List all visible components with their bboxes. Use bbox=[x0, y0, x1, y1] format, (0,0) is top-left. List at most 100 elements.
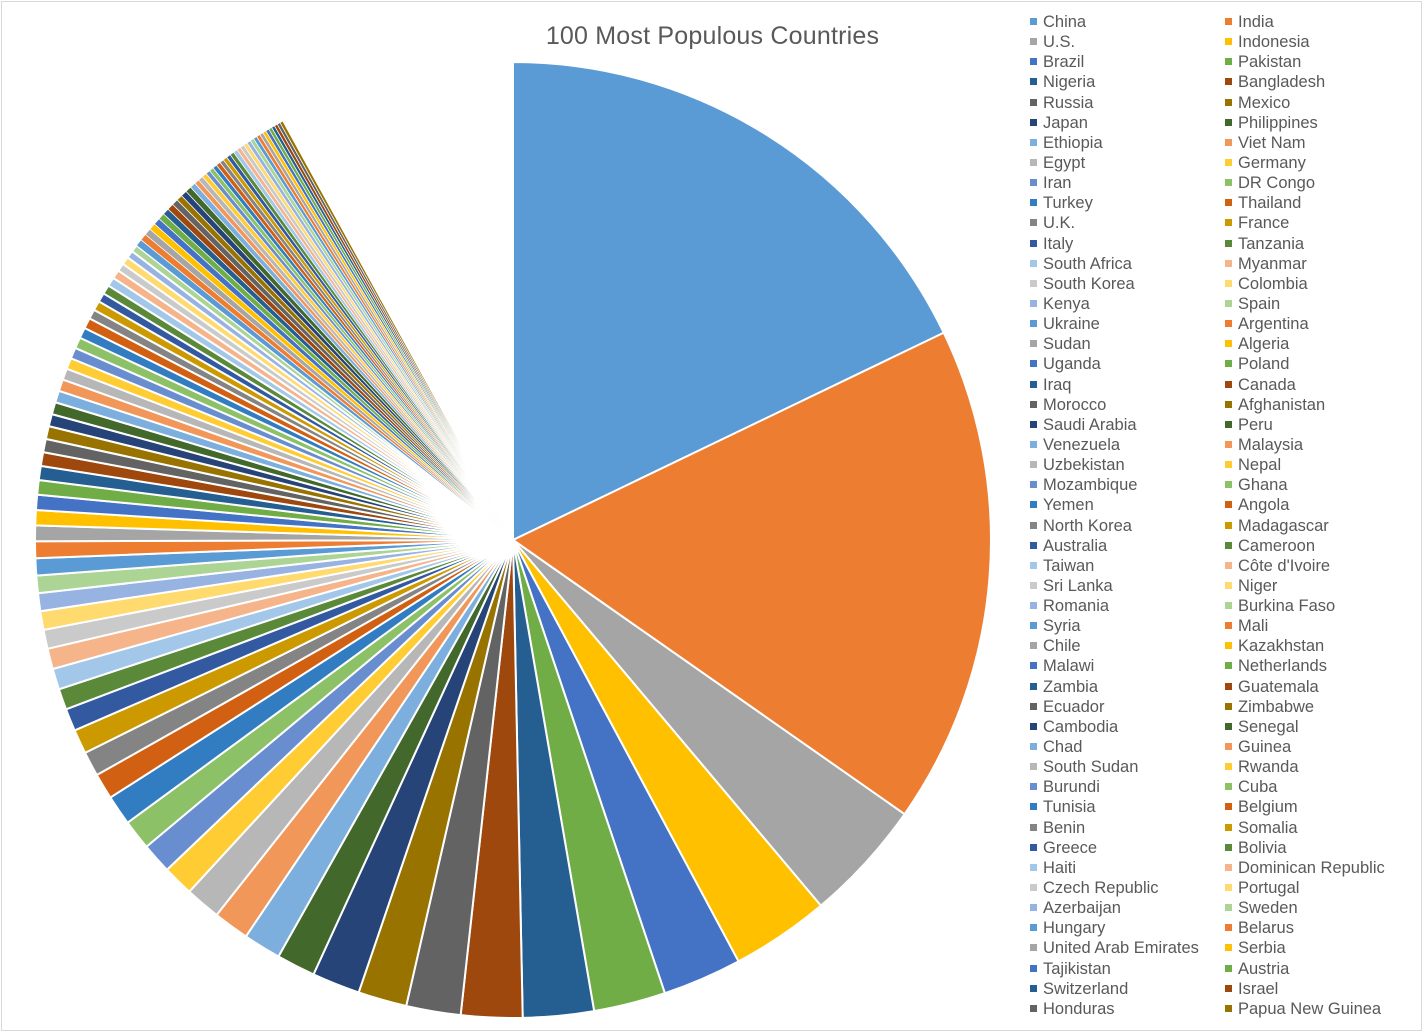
legend-swatch bbox=[1030, 380, 1037, 388]
legend-swatch bbox=[1225, 984, 1232, 992]
legend-label: Burkina Faso bbox=[1238, 597, 1336, 616]
legend-label: Benin bbox=[1043, 818, 1086, 837]
legend-swatch bbox=[1030, 299, 1037, 307]
legend-swatch bbox=[1030, 602, 1037, 610]
legend-label: Australia bbox=[1043, 536, 1108, 555]
legend-swatch bbox=[1225, 581, 1232, 589]
legend-swatch bbox=[1225, 924, 1232, 932]
legend-label: Sudan bbox=[1043, 335, 1091, 354]
legend-label: Angola bbox=[1238, 496, 1290, 515]
legend-label: Sweden bbox=[1238, 899, 1298, 918]
legend-label: Belgium bbox=[1238, 798, 1298, 817]
legend-swatch bbox=[1225, 420, 1232, 428]
legend-swatch bbox=[1030, 722, 1037, 730]
legend-swatch bbox=[1030, 138, 1037, 146]
legend-swatch bbox=[1225, 964, 1232, 972]
legend-label: Mozambique bbox=[1043, 476, 1138, 495]
legend-swatch bbox=[1225, 158, 1232, 166]
legend-label: Malaysia bbox=[1238, 435, 1304, 454]
legend-swatch bbox=[1030, 420, 1037, 428]
legend-swatch bbox=[1225, 461, 1232, 469]
pie-chart bbox=[33, 61, 992, 1019]
legend-swatch bbox=[1225, 1004, 1232, 1012]
legend-swatch bbox=[1225, 400, 1232, 408]
legend-swatch bbox=[1225, 722, 1232, 730]
legend-swatch bbox=[1030, 320, 1037, 328]
legend-label: Tajikistan bbox=[1043, 959, 1111, 978]
legend-label: Uzbekistan bbox=[1043, 456, 1125, 475]
chart-title: 100 Most Populous Countries bbox=[545, 22, 880, 50]
legend-swatch bbox=[1225, 481, 1232, 489]
legend-swatch bbox=[1030, 763, 1037, 771]
legend-label: Pakistan bbox=[1238, 53, 1302, 72]
legend-swatch bbox=[1225, 622, 1232, 630]
legend-label: Mexico bbox=[1238, 93, 1291, 112]
legend-label: Bangladesh bbox=[1238, 73, 1326, 92]
legend-label: Sri Lanka bbox=[1043, 576, 1113, 595]
legend-label: Yemen bbox=[1043, 496, 1094, 515]
legend-swatch bbox=[1225, 78, 1232, 86]
legend-label: Nigeria bbox=[1043, 73, 1096, 92]
legend-label: Russia bbox=[1043, 93, 1094, 112]
legend-swatch bbox=[1225, 320, 1232, 328]
legend-label: China bbox=[1043, 13, 1087, 31]
legend-swatch bbox=[1030, 78, 1037, 86]
legend-label: Belarus bbox=[1238, 919, 1294, 938]
legend-label: Hungary bbox=[1043, 919, 1106, 938]
legend-label: Kenya bbox=[1043, 294, 1090, 313]
legend-swatch bbox=[1030, 179, 1037, 187]
legend-label: Ukraine bbox=[1043, 315, 1100, 334]
legend-label: Ghana bbox=[1238, 476, 1288, 495]
legend-label: Indonesia bbox=[1238, 33, 1310, 52]
legend-swatch bbox=[1030, 642, 1037, 650]
legend-label: Cambodia bbox=[1043, 717, 1119, 736]
legend-label: Romania bbox=[1043, 597, 1110, 616]
legend-label: Thailand bbox=[1238, 194, 1302, 213]
legend-swatch bbox=[1225, 501, 1232, 509]
legend-label: Italy bbox=[1043, 234, 1074, 253]
pie-slice-papua-new-guinea bbox=[279, 120, 514, 541]
legend-label: Saudi Arabia bbox=[1043, 415, 1137, 434]
legend-label: Afghanistan bbox=[1238, 395, 1326, 414]
legend-label: Egypt bbox=[1043, 153, 1086, 172]
legend-label: Zimbabwe bbox=[1238, 697, 1315, 716]
legend-label: Zambia bbox=[1043, 677, 1099, 696]
legend-label: Bolivia bbox=[1238, 838, 1287, 857]
legend-swatch bbox=[1225, 702, 1232, 710]
legend-swatch bbox=[1225, 521, 1232, 529]
legend-swatch bbox=[1225, 823, 1232, 831]
legend-swatch bbox=[1225, 380, 1232, 388]
legend-swatch bbox=[1030, 702, 1037, 710]
legend-swatch bbox=[1225, 803, 1232, 811]
legend-label: Madagascar bbox=[1238, 516, 1329, 535]
legend-label: Venezuela bbox=[1043, 435, 1121, 454]
legend-label: Ethiopia bbox=[1043, 133, 1103, 152]
legend-label: Tunisia bbox=[1043, 798, 1096, 817]
legend-label: United Arab Emirates bbox=[1043, 939, 1199, 958]
legend-label: Czech Republic bbox=[1043, 879, 1159, 898]
legend-swatch bbox=[1225, 944, 1232, 952]
legend-label: Kazakhstan bbox=[1238, 637, 1325, 656]
legend-label: Argentina bbox=[1238, 315, 1309, 334]
legend-swatch bbox=[1030, 461, 1037, 469]
legend-label: Senegal bbox=[1238, 717, 1299, 736]
legend-label: Cameroon bbox=[1238, 536, 1316, 555]
legend-label: Somalia bbox=[1238, 818, 1298, 837]
legend-swatch bbox=[1030, 219, 1037, 227]
legend-label: Viet Nam bbox=[1238, 133, 1306, 152]
legend-label: DR Congo bbox=[1238, 174, 1316, 193]
legend-swatch bbox=[1030, 783, 1037, 791]
legend-label: Iran bbox=[1043, 174, 1072, 193]
legend-label: France bbox=[1238, 214, 1290, 233]
legend-label: Ecuador bbox=[1043, 697, 1105, 716]
legend-swatch bbox=[1225, 259, 1232, 267]
legend-swatch bbox=[1225, 138, 1232, 146]
legend-swatch bbox=[1225, 340, 1232, 348]
legend-swatch bbox=[1030, 440, 1037, 448]
legend-label: Turkey bbox=[1043, 194, 1093, 213]
legend-label: South Africa bbox=[1043, 254, 1132, 273]
legend-swatch bbox=[1225, 763, 1232, 771]
legend-swatch bbox=[1225, 843, 1232, 851]
legend-label: Niger bbox=[1238, 576, 1278, 595]
legend-label: Papua New Guinea bbox=[1238, 999, 1382, 1018]
